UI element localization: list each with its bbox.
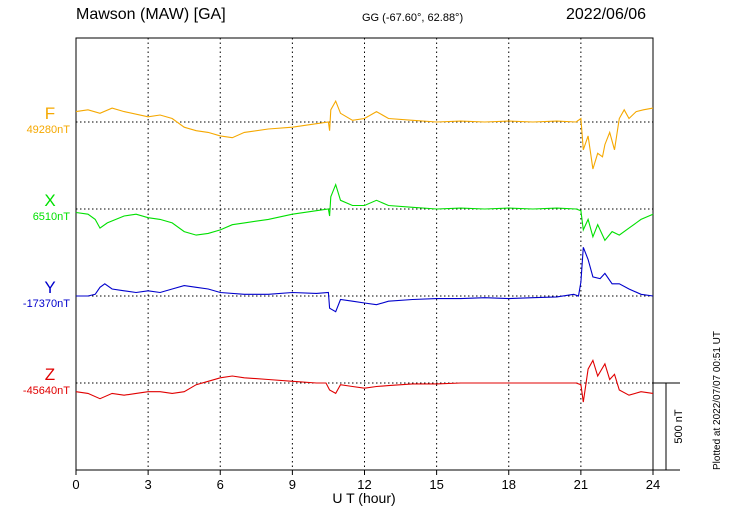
series-baseline-label-y: -17370nT	[22, 298, 70, 310]
x-tick-label-15: 15	[429, 477, 443, 492]
x-tick-label-6: 6	[217, 477, 224, 492]
x-tick-label-9: 9	[289, 477, 296, 492]
date-label: 2022/06/06	[566, 6, 647, 23]
x-tick-label-0: 0	[72, 477, 79, 492]
series-name-y: Y	[44, 278, 56, 297]
scale-bar-label: 500 nT	[673, 409, 685, 444]
series-lines	[75, 99, 654, 403]
x-tick-label-24: 24	[646, 477, 660, 492]
baselines	[76, 121, 653, 384]
x-tick-label-3: 3	[145, 477, 152, 492]
x-tick-label-12: 12	[357, 477, 371, 492]
series-name-z: Z	[44, 365, 56, 384]
series-name-x: X	[44, 191, 56, 210]
x-tick-label-18: 18	[502, 477, 516, 492]
series-name-f: F	[44, 104, 56, 123]
series-baseline-label-z: -45640nT	[22, 385, 70, 397]
series-line-y	[76, 247, 654, 313]
x-axis-label: U T (hour)	[332, 490, 395, 506]
series-line-x	[75, 182, 654, 242]
series-line-f	[75, 99, 654, 170]
x-axis-ticks: 0 3 6 9 12 15 18 21 24	[72, 470, 660, 492]
scale-bar: 500 nT	[653, 382, 685, 471]
series-line-z	[75, 358, 654, 403]
series-baseline-label-f: 49280nT	[26, 124, 70, 136]
grid	[147, 38, 582, 470]
x-tick-label-21: 21	[574, 477, 588, 492]
coordinates-label: GG (-67.60°, 62.88°)	[362, 12, 464, 24]
station-title: Mawson (MAW) [GA]	[76, 6, 226, 23]
series-baseline-label-x: 6510nT	[32, 211, 70, 223]
